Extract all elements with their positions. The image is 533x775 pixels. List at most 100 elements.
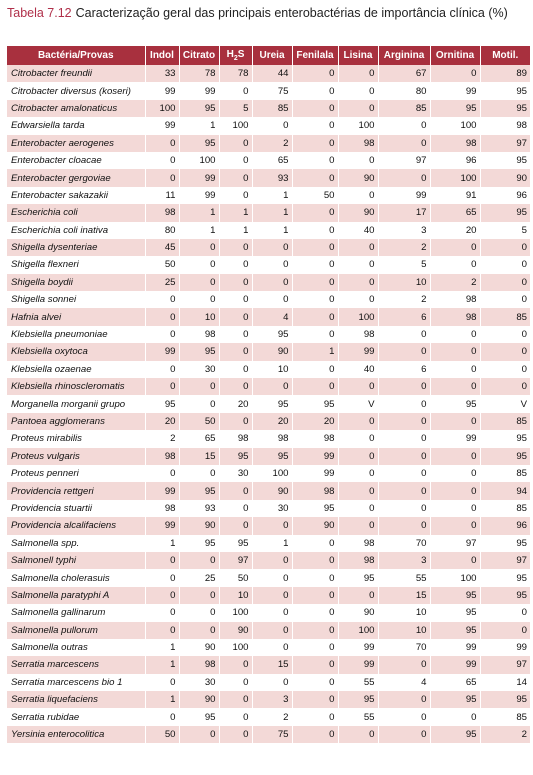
value-cell: 0	[292, 569, 339, 587]
bacteria-name-cell: Klebsiella rhinoscleromatis	[7, 378, 146, 396]
value-cell: 0	[338, 499, 379, 518]
value-cell: 5	[480, 221, 530, 239]
value-cell: 0	[179, 725, 220, 744]
value-cell: 0	[219, 169, 253, 187]
value-cell: 0	[145, 378, 180, 396]
value-cell: 0	[430, 256, 481, 274]
value-cell: 1	[179, 117, 220, 135]
value-cell: 0	[145, 586, 180, 605]
value-cell: 95	[430, 691, 481, 709]
value-cell: 0	[252, 638, 293, 657]
value-cell: 0	[219, 325, 253, 344]
value-cell: 98	[480, 117, 530, 135]
value-cell: 95	[179, 134, 220, 152]
bacteria-name-cell: Salmonella outras	[7, 638, 146, 657]
value-cell: 95	[480, 151, 530, 170]
value-cell: 2	[378, 238, 431, 257]
value-cell: 0	[430, 499, 481, 518]
col-header-fenilala: Fenilala	[292, 46, 339, 65]
value-cell: 0	[292, 378, 339, 396]
value-cell: 0	[292, 656, 339, 674]
value-cell: 97	[480, 134, 530, 152]
value-cell: 85	[480, 464, 530, 483]
h2s-sub: 2	[233, 55, 238, 62]
bacteria-name-cell: Pantoea agglomerans	[7, 412, 146, 431]
value-cell: 100	[219, 638, 253, 657]
value-cell: 1	[145, 656, 180, 674]
value-cell: 0	[252, 621, 293, 639]
value-cell: 95	[480, 586, 530, 605]
value-cell: 95	[292, 499, 339, 518]
value-cell: 90	[480, 169, 530, 187]
value-cell: 0	[480, 343, 530, 361]
value-cell: 98	[338, 134, 379, 152]
value-cell: 94	[480, 482, 530, 500]
bacteria-name-cell: Serratia liquefaciens	[7, 691, 146, 709]
value-cell: 80	[145, 221, 180, 239]
value-cell: 1	[252, 221, 293, 239]
value-cell: 0	[292, 308, 339, 326]
bacteria-name-cell: Shigella flexneri	[7, 256, 146, 274]
value-cell: 15	[252, 656, 293, 674]
value-cell: 85	[252, 99, 293, 118]
value-cell: 1	[179, 221, 220, 239]
value-cell: 3	[252, 691, 293, 709]
value-cell: 70	[378, 638, 431, 657]
value-cell: 0	[378, 378, 431, 396]
table-row: Serratia liquefaciens 1 90 0 3 0 95 0 95 95	[7, 691, 530, 709]
value-cell: 85	[480, 499, 530, 518]
value-cell: 0	[338, 82, 379, 100]
value-cell: 99	[145, 82, 180, 100]
value-cell: 90	[338, 169, 379, 187]
value-cell: 20	[252, 412, 293, 431]
table-row: Klebsiella pneumoniae 0 98 0 95 0 98 0 0 0	[7, 325, 530, 344]
value-cell: 0	[145, 673, 180, 692]
value-cell: 95	[338, 691, 379, 709]
value-cell: V	[480, 395, 530, 413]
value-cell: 95	[480, 691, 530, 709]
value-cell: 70	[378, 534, 431, 552]
value-cell: 1	[252, 186, 293, 205]
value-cell: 25	[145, 273, 180, 292]
table-row: Serratia marcescens bio 1 0 30 0 0 0 55 4 65 14	[7, 673, 530, 692]
value-cell: 99	[430, 656, 481, 674]
value-cell: 0	[292, 117, 339, 135]
table-row: Salmonell typhi 0 0 97 0 0 98 3 0 97	[7, 551, 530, 570]
bacteria-name-cell: Shigella sonnei	[7, 291, 146, 309]
value-cell: 0	[219, 656, 253, 674]
table-row: Shigella sonnei 0 0 0 0 0 0 2 98 0	[7, 291, 530, 309]
value-cell: 33	[145, 65, 180, 83]
value-cell: 0	[338, 291, 379, 309]
header-row: Bactéria/Provas Indol Citrato H2S Ureia …	[7, 46, 530, 65]
value-cell: 0	[145, 569, 180, 587]
value-cell: 1	[219, 204, 253, 222]
col-header-indol: Indol	[145, 46, 180, 65]
bacteria-name-cell: Salmonella cholerasuis	[7, 569, 146, 587]
table-row: Providencia stuartii 98 93 0 30 95 0 0 0 85	[7, 499, 530, 518]
value-cell: 96	[480, 186, 530, 205]
value-cell: 0	[430, 343, 481, 361]
value-cell: 85	[480, 708, 530, 726]
value-cell: 2	[145, 430, 180, 448]
value-cell: 0	[292, 586, 339, 605]
table-row: Klebsiella oxytoca 99 95 0 90 1 99 0 0 0	[7, 343, 530, 361]
value-cell: 0	[378, 395, 431, 413]
value-cell: 0	[292, 134, 339, 152]
value-cell: 0	[338, 517, 379, 535]
value-cell: 0	[179, 464, 220, 483]
value-cell: 0	[292, 291, 339, 309]
value-cell: 95	[179, 482, 220, 500]
value-cell: 0	[219, 673, 253, 692]
table-row: Hafnia alvei 0 10 0 4 0 100 6 98 85	[7, 308, 530, 326]
value-cell: 30	[219, 464, 253, 483]
value-cell: 0	[480, 621, 530, 639]
value-cell: 95	[430, 395, 481, 413]
value-cell: 95	[430, 621, 481, 639]
table-caption: Tabela 7.12 Caracterização geral das prin…	[7, 4, 527, 23]
value-cell: 0	[145, 134, 180, 152]
value-cell: 0	[219, 308, 253, 326]
value-cell: 0	[145, 621, 180, 639]
value-cell: 0	[430, 360, 481, 379]
value-cell: 65	[179, 430, 220, 448]
value-cell: 0	[145, 551, 180, 570]
